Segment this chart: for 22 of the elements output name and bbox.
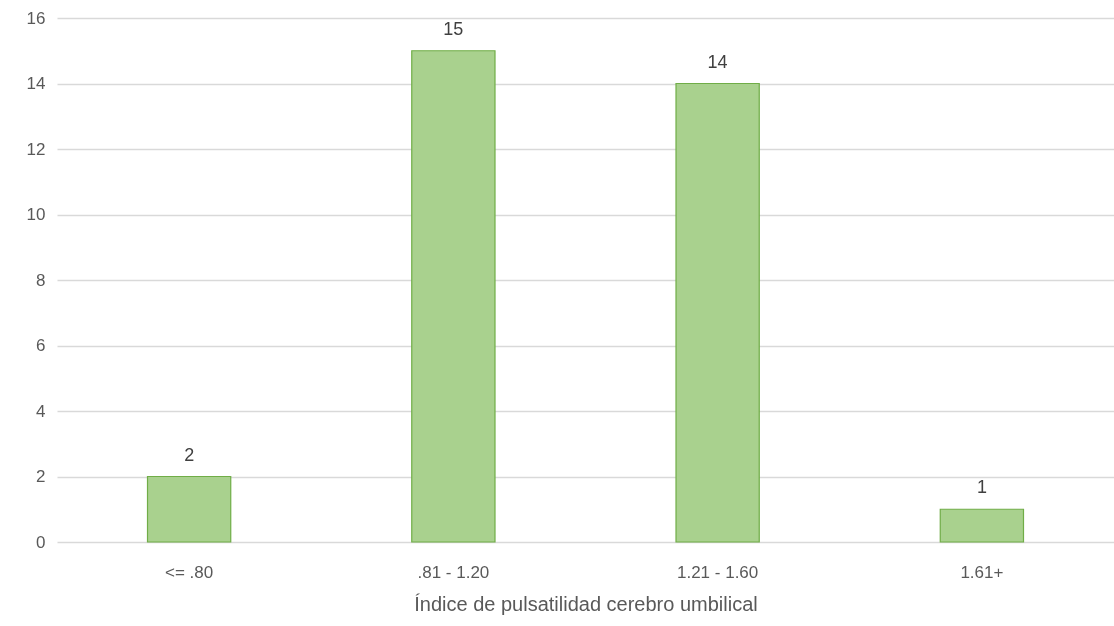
y-tick-label: 0 xyxy=(36,532,46,552)
y-tick-label: 10 xyxy=(26,205,46,224)
x-tick-label: 1.21 - 1.60 xyxy=(676,562,759,582)
y-tick-label: 14 xyxy=(26,74,46,93)
y-tick-label: 6 xyxy=(36,336,46,355)
y-tick-label: 2 xyxy=(36,467,46,486)
bar xyxy=(939,508,1025,543)
y-tick-label: 8 xyxy=(36,270,46,290)
bar xyxy=(411,50,496,543)
x-tick-label: 1.61+ xyxy=(960,562,1004,582)
y-tick-label: 4 xyxy=(36,401,46,421)
data-label: 2 xyxy=(184,444,195,465)
data-label: 15 xyxy=(443,18,464,39)
x-tick-label: <= .80 xyxy=(165,562,214,582)
data-label: 14 xyxy=(707,51,728,72)
y-tick-label: 12 xyxy=(26,139,46,159)
x-axis-title: Índice de pulsatilidad cerebro umbilical xyxy=(414,592,758,615)
data-label: 1 xyxy=(976,477,987,498)
y-tick-label: 16 xyxy=(26,8,46,28)
bar xyxy=(675,82,760,543)
x-tick-label: .81 - 1.20 xyxy=(417,562,490,582)
bar xyxy=(146,475,232,543)
